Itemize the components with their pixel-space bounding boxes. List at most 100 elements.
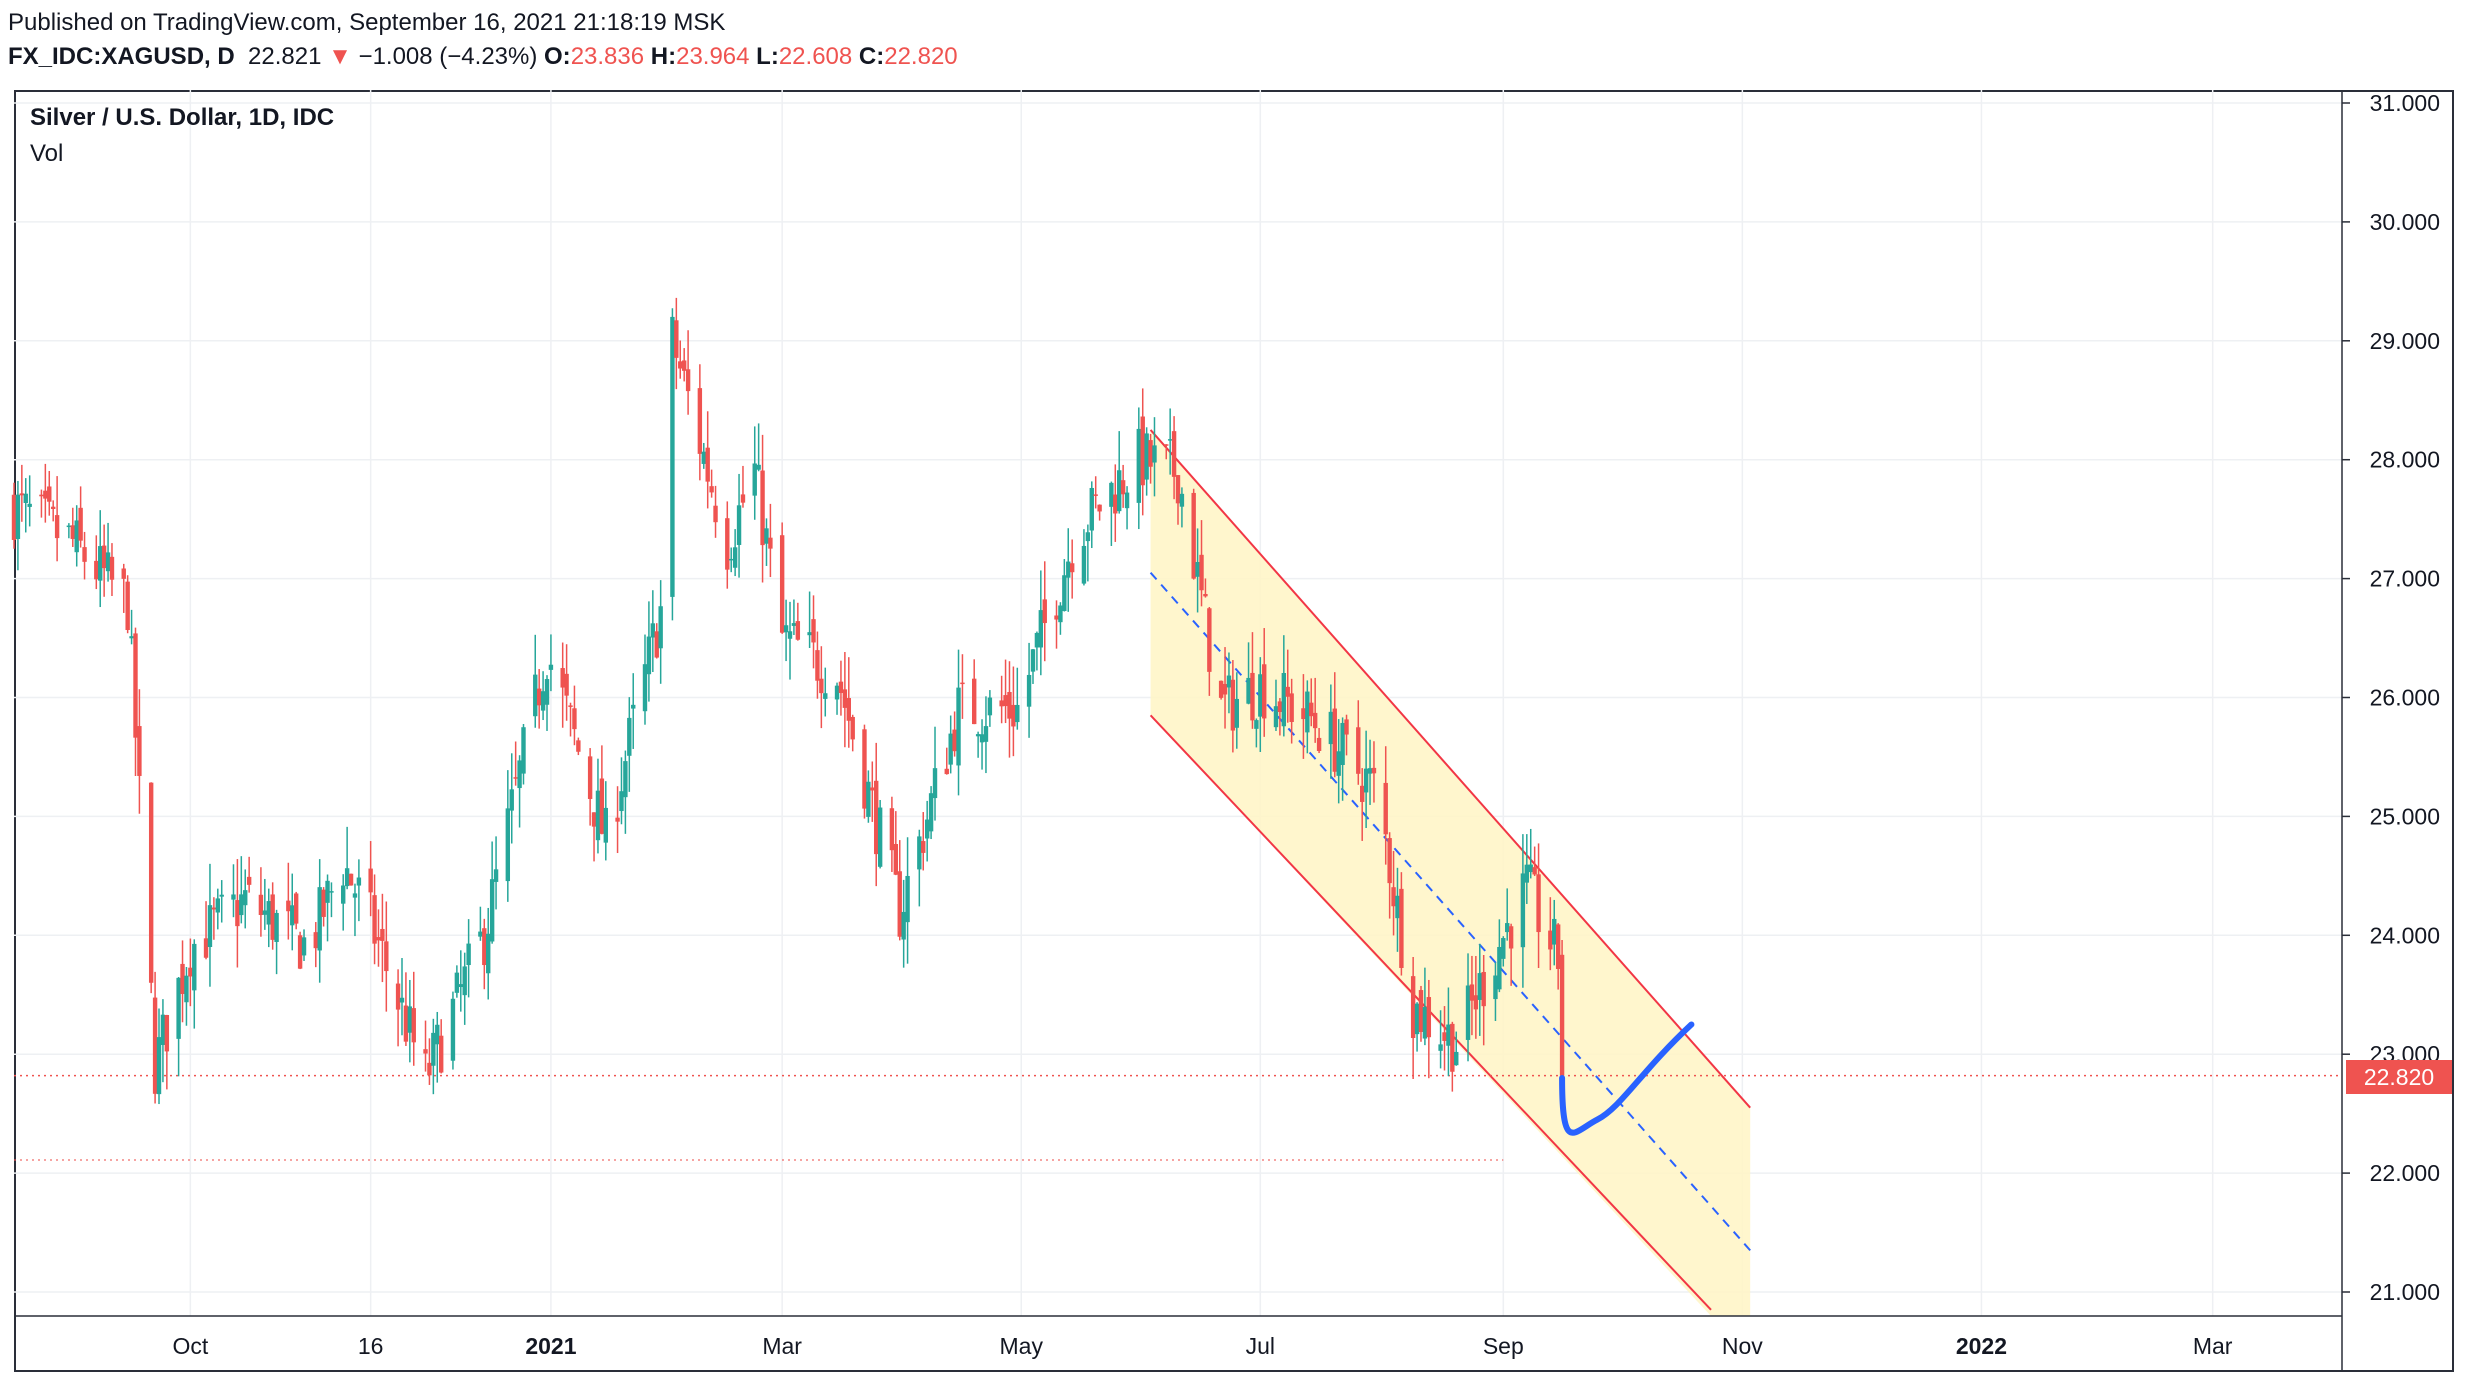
candle-body-down [897, 871, 902, 937]
open-value: 23.836 [570, 43, 645, 70]
candle-body-up [1258, 674, 1263, 717]
candle-body-up [901, 911, 906, 940]
published-caption: Published on TradingView.com, September … [8, 9, 726, 36]
candle-body-up [1438, 1044, 1443, 1051]
candle-body-down [862, 729, 867, 809]
candle-body-down [82, 547, 87, 562]
last-price-badge: 22.820 [2346, 1060, 2452, 1094]
candle-body-down [101, 545, 107, 569]
y-tick-label: 22.000 [2370, 1160, 2440, 1186]
candle-body-up [732, 547, 738, 568]
candle-body-up [1465, 985, 1471, 1040]
candle-body-up [1152, 445, 1157, 463]
descending-channel [1149, 429, 1751, 1317]
candle-body-up [489, 879, 495, 942]
x-tick-label: Nov [1722, 1333, 1763, 1359]
candle-body-up [979, 734, 985, 743]
candle-body-up [74, 520, 79, 553]
candle-body-up [219, 894, 224, 897]
candle-body-up [352, 893, 358, 898]
candle-body-down [94, 560, 99, 580]
candle-body-down [685, 369, 691, 392]
candle-body-up [156, 1037, 162, 1095]
candle-body-down [1113, 494, 1118, 514]
candle-body-up [329, 891, 334, 893]
candle-body-up [399, 997, 405, 1003]
candle-body-up [595, 790, 601, 841]
candle-body-up [462, 966, 467, 996]
candle-body-down [293, 893, 299, 924]
candle-body-down [1007, 691, 1012, 719]
candle-body-up [1026, 674, 1032, 707]
candle-body-up [905, 875, 910, 923]
candle-body-up [932, 768, 938, 799]
candle-body-down [148, 782, 154, 983]
candle-body-down [874, 780, 879, 855]
candle-body-up [752, 463, 757, 496]
candle-body-up [1062, 575, 1067, 611]
candle-body-up [631, 704, 636, 709]
candle-body-up [66, 525, 72, 528]
candle-body-up [478, 931, 483, 937]
candle-body-down [952, 729, 957, 752]
candle-body-up [262, 910, 268, 915]
candle-body-up [729, 558, 734, 561]
candle-body-down [599, 778, 605, 834]
chart-frame[interactable] [14, 90, 2454, 1372]
candle-body-up [1477, 973, 1482, 1000]
candle-body-down [846, 698, 851, 721]
candle-body-up [1246, 677, 1251, 704]
candle-body-down [681, 360, 687, 371]
candle-body-up [1454, 1051, 1459, 1066]
x-tick-label: Mar [762, 1333, 802, 1359]
candle-body-up [1336, 751, 1341, 776]
candle-body-up [129, 636, 134, 639]
candle-body-up [1414, 1003, 1420, 1035]
candle-body-down [1148, 440, 1153, 467]
x-tick-label: May [1000, 1333, 1044, 1359]
candle-body-up [650, 623, 656, 638]
candle-body-down [1262, 664, 1267, 719]
candle-body-down [137, 726, 142, 776]
candle-body-down [1508, 926, 1514, 949]
candle-body-down [725, 518, 730, 570]
candle-body-up [23, 493, 28, 504]
x-tick-label: 2021 [525, 1333, 576, 1359]
candle-body-down [576, 740, 581, 752]
y-tick-label: 25.000 [2370, 803, 2440, 829]
candle-body-down [211, 907, 217, 910]
candle-body-down [1301, 708, 1306, 720]
candle-body-up [1505, 923, 1510, 933]
candle-body-down [380, 928, 385, 941]
candle-body-down [423, 1049, 428, 1054]
candle-body-down [1140, 416, 1145, 486]
candle-body-up [1328, 711, 1334, 745]
candle-body-down [235, 900, 240, 927]
candle-body-up [807, 632, 812, 636]
candle-body-up [274, 912, 279, 942]
candle-body-down [286, 900, 291, 912]
low-value: 22.608 [778, 43, 853, 70]
volume-legend[interactable]: Vol [30, 140, 64, 167]
candle-body-down [1289, 693, 1294, 723]
candle-body-down [246, 876, 252, 885]
candle-body-down [1309, 702, 1314, 717]
candle-body-down [795, 621, 801, 640]
candle-body-down [152, 997, 158, 1094]
candle-body-down [1191, 492, 1196, 579]
x-tick-label: Oct [172, 1333, 208, 1359]
candle-body-up [701, 451, 706, 464]
candle-body-up [1030, 649, 1036, 672]
candle-body-down [587, 756, 593, 799]
candle-body-down [297, 935, 303, 969]
symbol-name[interactable]: FX_IDC:XAGUSD, D [8, 43, 235, 70]
candle-body-down [1356, 727, 1361, 774]
candle-body-up [317, 887, 322, 951]
candle-body-down [1250, 672, 1255, 721]
candle-body-down [39, 494, 44, 497]
candle-body-down [1387, 838, 1392, 884]
candle-body-up [1493, 975, 1498, 1000]
candle-body-down [591, 812, 597, 827]
candle-body-down [368, 868, 373, 893]
